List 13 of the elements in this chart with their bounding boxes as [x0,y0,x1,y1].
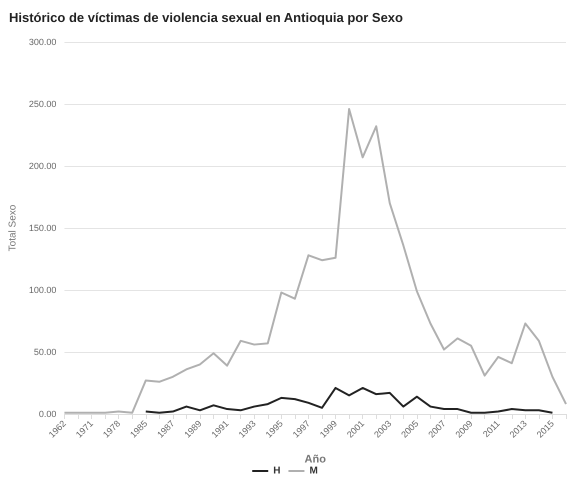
legend-label: H [273,466,280,476]
x-axis-title: Año [304,454,326,466]
y-tick-label: 0.00 [38,409,56,419]
y-tick-label: 300.00 [28,37,56,47]
y-tick-label: 200.00 [28,161,56,171]
y-axis-title: Total Sexo [8,204,18,252]
y-tick-label: 50.00 [34,347,56,357]
y-tick-label: 250.00 [28,99,56,109]
line-series [144,386,554,414]
chart-title: Histórico de víctimas de violencia sexual en Antioquia por Sexo [9,10,404,25]
y-tick-label: 150.00 [28,223,56,233]
y-tick-label: 100.00 [28,285,56,295]
legend-label: M [309,466,318,476]
